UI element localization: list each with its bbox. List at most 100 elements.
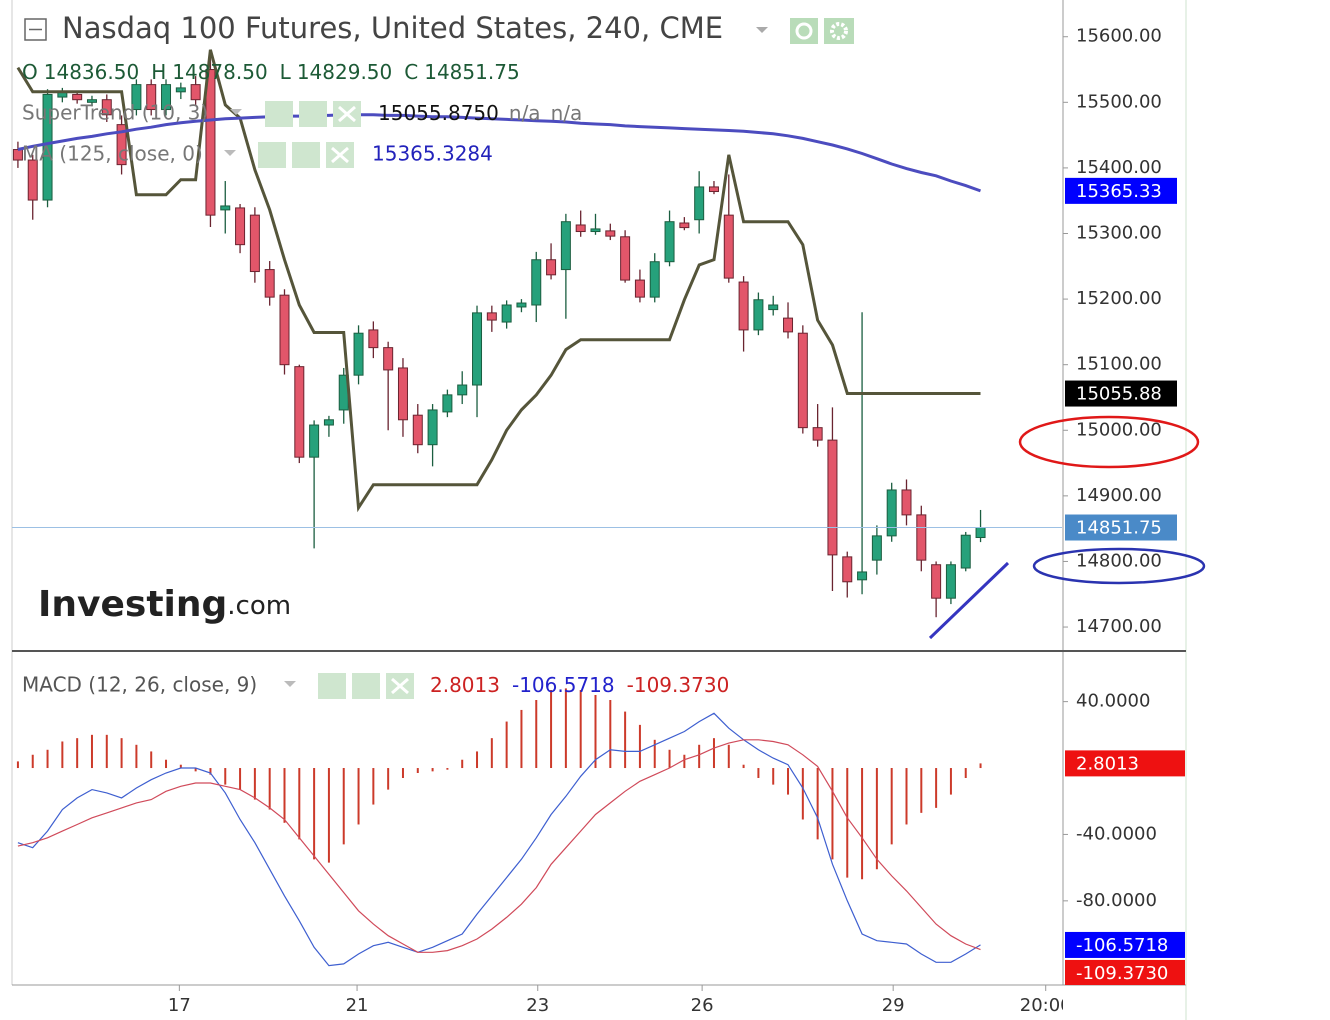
candle-body [901,489,912,516]
ohlc-value: 14829.50 [297,60,392,84]
ohlc-legend: O 14836.50 H 14878.50 L 14829.50 C 14851.75 [22,60,520,84]
annotation-ellipse [1018,415,1200,469]
price-badge [1065,514,1177,541]
candle-body [368,329,379,349]
ohlc-value: 14878.50 [172,60,267,84]
candle-body [827,439,838,556]
macd-pane [16,688,982,967]
candle-body [264,269,275,298]
annotation-ellipse [1032,547,1206,585]
ohlc-label: H [151,60,166,84]
candle-body [857,571,868,581]
axes: 14700.00 14800.00 14900.00 15000.00 15100.00… [178,26,1162,991]
indicator-legend: MA (125, close, 0) [22,142,203,166]
candle-body [738,281,749,331]
supertrend-line [16,49,981,513]
macd-line [17,712,981,967]
badges: 15365.33 15055.88 14851.75 2.8013 -106.5718 -… [1065,177,1185,985]
price-badge [1065,931,1185,958]
dropdown-arrow[interactable] [224,150,236,156]
eye-icon[interactable] [318,673,346,699]
ohlc-label: L [280,60,292,84]
settings-icon[interactable] [824,18,854,44]
remove-icon-glyph [338,105,356,123]
indicator-value: -106.5718 [512,673,615,697]
y-tick-label: 15100.00 [1076,354,1162,375]
candle-body [516,302,527,308]
price-badge-label: 2.8013 [1076,753,1139,774]
candle-body [797,332,808,429]
candle-body [279,294,290,366]
ohlc-value: 14851.75 [424,60,519,84]
indicator-value: n/a [509,101,541,125]
candle-body [960,534,971,569]
dropdown-arrow[interactable] [230,109,242,115]
indicator-value: 2.8013 [430,673,500,697]
indicator-values: 15055.8750 n/a n/a [378,101,582,125]
eye-icon[interactable] [265,101,293,127]
candle-body [931,564,942,599]
moving-average-line [17,113,982,193]
price-badge-label: -109.3730 [1076,963,1168,984]
candle-body [27,159,38,201]
indicator-value: 15055.8750 [378,101,499,125]
remove-icon-glyph [331,146,349,164]
indicator-value: -109.3730 [627,673,730,697]
candle-body [161,84,172,111]
price-badge [1065,177,1177,204]
candle-body [101,99,112,116]
candle-body [412,414,423,446]
remove-icon-glyph [391,677,409,695]
settings-icon[interactable] [292,142,320,168]
y-tick-label: 15200.00 [1076,288,1162,309]
candle-body [753,299,764,331]
candle-body [472,312,483,386]
candle-body [205,69,216,216]
candle-body [634,279,645,298]
y-tick-label: 15300.00 [1076,223,1162,244]
candle-body [916,514,927,561]
y-tick-label: 15600.00 [1076,26,1162,47]
price-badge [1065,959,1185,985]
candle-body [72,93,83,101]
dropdown-arrow[interactable] [284,681,296,687]
y-tick-label: 14800.00 [1076,550,1162,571]
eye-icon[interactable] [258,142,286,168]
y-tick-label: 15000.00 [1076,419,1162,440]
indicator-values: 2.8013 -106.5718 -109.3730 [430,673,729,697]
candle-body [309,424,320,458]
indicator-value: n/a [551,101,583,125]
ohlc-label: O [22,60,38,84]
settings-icon[interactable] [299,101,327,127]
candle-body [945,564,956,599]
annotation-trendline [928,561,1010,640]
price-badge-label: 15055.88 [1076,384,1162,405]
candle-body [871,535,882,561]
dropdown-arrow[interactable] [756,27,768,33]
candle-body [457,384,468,396]
eye-icon-glyph [795,22,813,40]
y-tick-label: 40.0000 [1076,691,1150,712]
candle-body [86,99,97,103]
x-tick-label: 17 [168,995,191,1016]
candle-body [546,259,557,276]
settings-icon[interactable] [352,673,380,699]
logo-name: Investing [38,584,227,625]
candle-body [427,409,438,446]
candle-body [768,304,779,311]
logo: Investing.com [38,584,291,625]
candle-body [353,332,364,376]
eye-icon[interactable] [790,18,818,44]
candle-body [975,527,986,539]
candle-body [146,84,157,111]
candle-body [397,367,408,421]
candle-body [842,556,853,583]
candle-body [294,366,305,458]
collapse-icon[interactable] [24,18,47,41]
settings-icon-glyph [830,22,848,40]
candle-body [175,87,186,93]
x-tick-label: 23 [526,995,549,1016]
x-tick-label: 21 [346,995,369,1016]
y-tick-label: -40.0000 [1076,823,1157,844]
